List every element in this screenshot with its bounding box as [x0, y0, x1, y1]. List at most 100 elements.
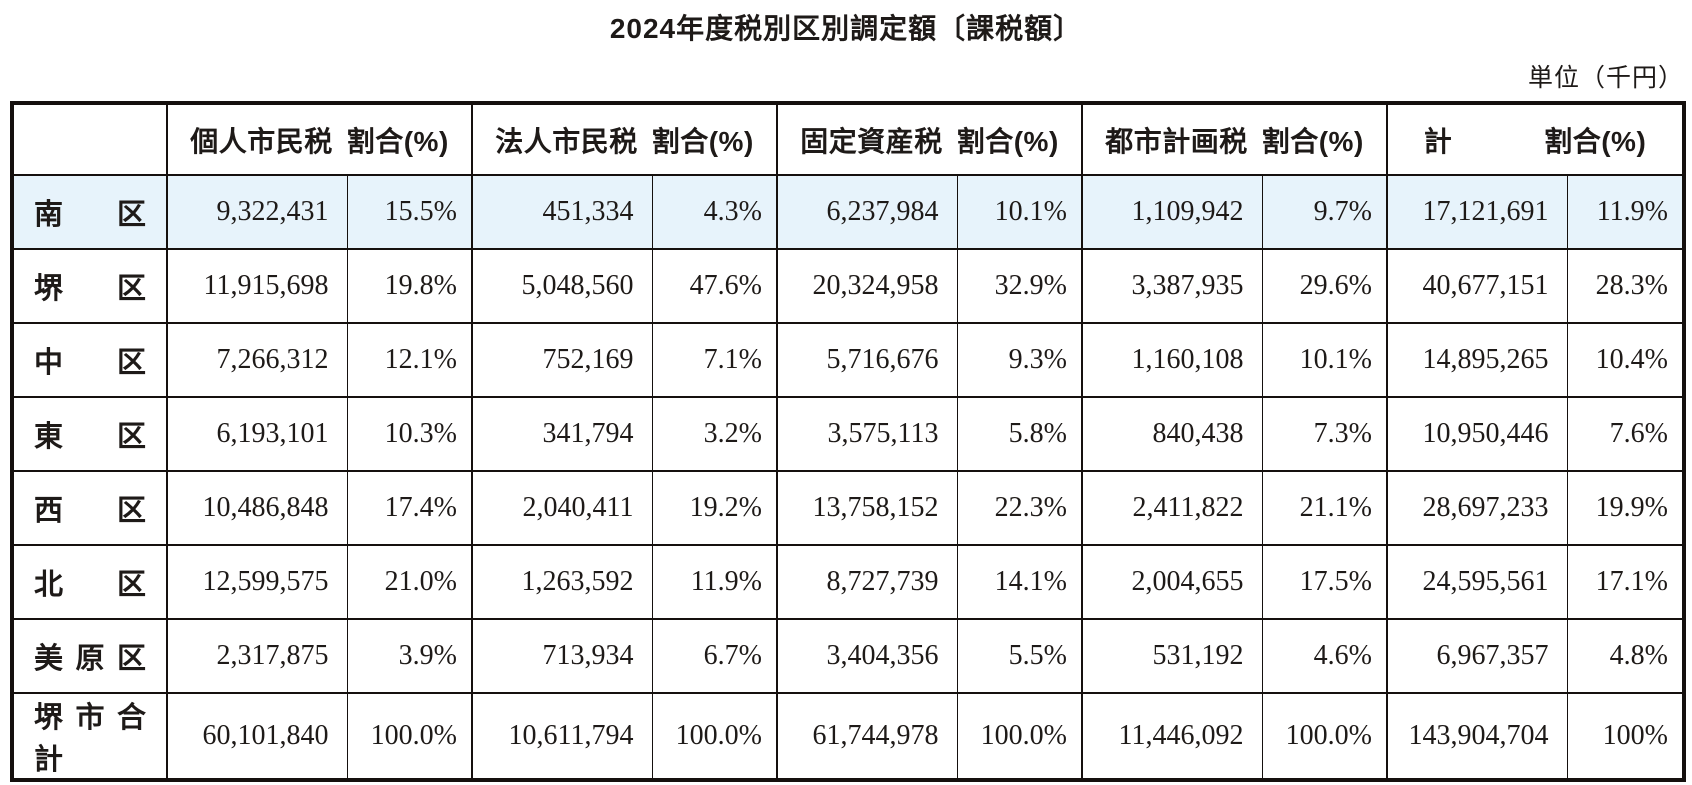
ratio-cell: 11.9%: [651, 544, 778, 620]
ward-label: 北区: [11, 544, 168, 620]
amount-cell: 60,101,840: [166, 692, 348, 781]
amount-cell: 2,317,875: [166, 618, 348, 694]
ratio-cell: 9.7%: [1261, 174, 1388, 250]
amount-cell: 1,109,942: [1081, 174, 1263, 250]
ratio-cell: 7.1%: [651, 322, 778, 398]
unit-note: 単位（千円）: [1527, 65, 1684, 92]
ratio-cell: 100%: [1566, 692, 1685, 781]
column-label-tax: 個人市民税: [190, 125, 333, 157]
ratio-cell: 4.6%: [1261, 618, 1388, 694]
amount-cell: 61,744,978: [776, 692, 958, 781]
ward-label: 南区: [11, 174, 168, 250]
ratio-cell: 21.0%: [346, 544, 473, 620]
ward-label: 美原区: [11, 618, 168, 694]
column-label-ratio: 割合(%): [956, 125, 1059, 157]
amount-cell: 13,758,152: [776, 470, 958, 546]
ratio-cell: 7.3%: [1261, 396, 1388, 472]
ratio-cell: 47.6%: [651, 248, 778, 324]
amount-cell: 752,169: [471, 322, 653, 398]
amount-cell: 7,266,312: [166, 322, 348, 398]
column-label-ratio: 割合(%): [1261, 125, 1364, 157]
ward-label: 堺区: [11, 248, 168, 324]
amount-cell: 2,411,822: [1081, 470, 1263, 546]
ratio-cell: 10.4%: [1566, 322, 1685, 398]
ratio-cell: 10.3%: [346, 396, 473, 472]
ratio-cell: 100.0%: [346, 692, 473, 781]
amount-cell: 17,121,691: [1386, 174, 1568, 250]
amount-cell: 6,237,984: [776, 174, 958, 250]
amount-cell: 5,716,676: [776, 322, 958, 398]
ratio-cell: 9.3%: [956, 322, 1083, 398]
amount-cell: 8,727,739: [776, 544, 958, 620]
ratio-cell: 100.0%: [651, 692, 778, 781]
ratio-cell: 100.0%: [1261, 692, 1388, 781]
table-row: 北区 12,599,575 21.0% 1,263,592 11.9% 8,727,739…: [11, 544, 1685, 620]
ratio-cell: 11.9%: [1566, 174, 1685, 250]
amount-cell: 531,192: [1081, 618, 1263, 694]
ratio-cell: 21.1%: [1261, 470, 1388, 546]
ratio-cell: 7.6%: [1566, 396, 1685, 472]
ward-label: 東区: [11, 396, 168, 472]
amount-cell: 713,934: [471, 618, 653, 694]
column-label-ratio: 割合(%): [651, 125, 754, 157]
corner-cell: [11, 102, 168, 176]
amount-cell: 3,575,113: [776, 396, 958, 472]
column-label-tax: 計: [1423, 125, 1453, 157]
amount-cell: 6,967,357: [1386, 618, 1568, 694]
amount-cell: 2,040,411: [471, 470, 653, 546]
ratio-cell: 100.0%: [956, 692, 1083, 781]
table-row: 西区 10,486,848 17.4% 2,040,411 19.2% 13,758,15…: [11, 470, 1685, 546]
amount-cell: 11,446,092: [1081, 692, 1263, 781]
amount-cell: 451,334: [471, 174, 653, 250]
ward-label: 西区: [11, 470, 168, 546]
amount-cell: 10,611,794: [471, 692, 653, 781]
table-row: 南区 9,322,431 15.5% 451,334 4.3% 6,237,984 10.1…: [11, 174, 1685, 250]
ratio-cell: 19.9%: [1566, 470, 1685, 546]
ratio-cell: 15.5%: [346, 174, 473, 250]
ratio-cell: 5.8%: [956, 396, 1083, 472]
ratio-cell: 17.1%: [1566, 544, 1685, 620]
ward-label: 堺市合計: [11, 692, 168, 781]
amount-cell: 2,004,655: [1081, 544, 1263, 620]
amount-cell: 3,387,935: [1081, 248, 1263, 324]
table-row: 東区 6,193,101 10.3% 341,794 3.2% 3,575,113 5.8%…: [11, 396, 1685, 472]
ratio-cell: 6.7%: [651, 618, 778, 694]
ratio-cell: 4.3%: [651, 174, 778, 250]
table-body: 南区 9,322,431 15.5% 451,334 4.3% 6,237,984 10.1…: [11, 174, 1685, 781]
ratio-cell: 19.2%: [651, 470, 778, 546]
amount-cell: 28,697,233: [1386, 470, 1568, 546]
amount-cell: 6,193,101: [166, 396, 348, 472]
amount-cell: 341,794: [471, 396, 653, 472]
column-group-toshi: 都市計画税 割合(%): [1081, 102, 1388, 176]
amount-cell: 10,486,848: [166, 470, 348, 546]
amount-cell: 840,438: [1081, 396, 1263, 472]
amount-cell: 3,404,356: [776, 618, 958, 694]
amount-cell: 143,904,704: [1386, 692, 1568, 781]
ratio-cell: 28.3%: [1566, 248, 1685, 324]
amount-cell: 1,263,592: [471, 544, 653, 620]
column-label-tax: 都市計画税: [1105, 125, 1248, 157]
table-header: 個人市民税 割合(%) 法人市民税 割合(%) 固定資産税 割合(%): [11, 102, 1685, 176]
table-row: 中区 7,266,312 12.1% 752,169 7.1% 5,716,676 9.3%…: [11, 322, 1685, 398]
table-row: 堺区 11,915,698 19.8% 5,048,560 47.6% 20,324,95…: [11, 248, 1685, 324]
ratio-cell: 17.5%: [1261, 544, 1388, 620]
amount-cell: 20,324,958: [776, 248, 958, 324]
column-group-kojin: 個人市民税 割合(%): [166, 102, 473, 176]
amount-cell: 10,950,446: [1386, 396, 1568, 472]
amount-cell: 40,677,151: [1386, 248, 1568, 324]
ratio-cell: 4.8%: [1566, 618, 1685, 694]
amount-cell: 14,895,265: [1386, 322, 1568, 398]
tax-table: 個人市民税 割合(%) 法人市民税 割合(%) 固定資産税 割合(%): [10, 101, 1686, 782]
page-title: 2024年度税別区別調定額〔課税額〕: [609, 13, 1083, 44]
ratio-cell: 32.9%: [956, 248, 1083, 324]
ratio-cell: 14.1%: [956, 544, 1083, 620]
column-group-kotei: 固定資産税 割合(%): [776, 102, 1083, 176]
header-row: 個人市民税 割合(%) 法人市民税 割合(%) 固定資産税 割合(%): [11, 102, 1685, 176]
amount-cell: 1,160,108: [1081, 322, 1263, 398]
ratio-cell: 3.9%: [346, 618, 473, 694]
amount-cell: 12,599,575: [166, 544, 348, 620]
ratio-cell: 5.5%: [956, 618, 1083, 694]
ratio-cell: 17.4%: [346, 470, 473, 546]
column-label-ratio: 割合(%): [1544, 125, 1647, 157]
